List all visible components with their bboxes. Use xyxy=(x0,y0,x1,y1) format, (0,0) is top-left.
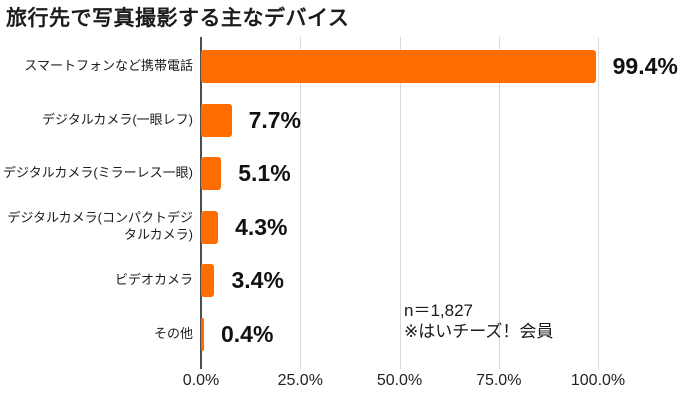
y-axis-line xyxy=(200,37,202,363)
bar-row: ビデオカメラ 3.4% xyxy=(0,254,691,308)
x-axis-labels: 0.0% 25.0% 50.0% 75.0% 100.0% xyxy=(183,372,625,396)
x-axis-label: 0.0% xyxy=(182,372,220,389)
value-label: 4.3% xyxy=(235,213,288,240)
value-label: 3.4% xyxy=(231,267,284,294)
x-tick-mark-0 xyxy=(200,363,202,369)
x-tick-mark-25 xyxy=(300,363,302,369)
bar-row: デジタルカメラ(コンパクトデジタルカメラ) 4.3% xyxy=(0,201,691,255)
gridline-50 xyxy=(399,37,401,363)
bar-row: スマートフォンなど携帯電話 99.4% xyxy=(0,40,691,94)
x-tick-mark-100 xyxy=(598,363,599,369)
x-tick-mark-50 xyxy=(399,363,401,369)
gridline-25 xyxy=(300,37,302,363)
bar xyxy=(201,103,232,137)
bar-track: 5.1% xyxy=(201,147,691,201)
value-label: 99.4% xyxy=(612,53,678,80)
gridline-100 xyxy=(598,37,599,363)
bar xyxy=(201,210,219,244)
gridline-75 xyxy=(498,37,500,363)
annotation-note: ※はいチーズ！会員 xyxy=(404,322,554,342)
value-label: 0.4% xyxy=(221,320,274,347)
bar xyxy=(201,50,596,84)
value-label: 5.1% xyxy=(238,160,291,187)
x-axis-label: 100.0% xyxy=(570,372,626,389)
bar xyxy=(201,157,222,191)
bar-track: 99.4% xyxy=(201,40,691,94)
x-axis-label: 75.0% xyxy=(476,372,522,389)
bar-rows: スマートフォンなど携帯電話 99.4% デジタルカメラ(一眼レフ) 7.7% デ… xyxy=(0,40,691,361)
chart-title: 旅行先で写真撮影する主なデバイス xyxy=(6,7,350,30)
value-label: 7.7% xyxy=(248,106,301,133)
category-label: デジタルカメラ(一眼レフ) xyxy=(41,111,193,127)
annotation: n＝1,827 ※はいチーズ！会員 xyxy=(404,300,553,343)
x-axis-label: 25.0% xyxy=(277,372,323,389)
bar-track: 3.4% xyxy=(201,254,691,308)
bar-row: その他 0.4% xyxy=(0,308,691,362)
bar-row: デジタルカメラ(ミラーレス一眼) 5.1% xyxy=(0,147,691,201)
bar xyxy=(201,264,215,298)
category-label: デジタルカメラ(ミラーレス一眼) xyxy=(2,165,193,181)
bar-track: 7.7% xyxy=(201,94,691,148)
bar-track: 0.4% xyxy=(201,308,691,362)
x-tick-mark-75 xyxy=(498,363,500,369)
annotation-sample-size: n＝1,827 xyxy=(404,301,473,320)
category-label: スマートフォンなど携帯電話 xyxy=(24,58,193,74)
category-label: デジタルカメラ(コンパクトデジタルカメラ) xyxy=(7,210,193,243)
bar-track: 4.3% xyxy=(201,201,691,255)
category-label: ビデオカメラ xyxy=(114,272,193,288)
category-label: その他 xyxy=(153,325,193,341)
bar xyxy=(201,317,204,351)
bar-row: デジタルカメラ(一眼レフ) 7.7% xyxy=(0,94,691,148)
plot-area xyxy=(200,37,599,369)
x-axis-label: 50.0% xyxy=(376,372,423,389)
